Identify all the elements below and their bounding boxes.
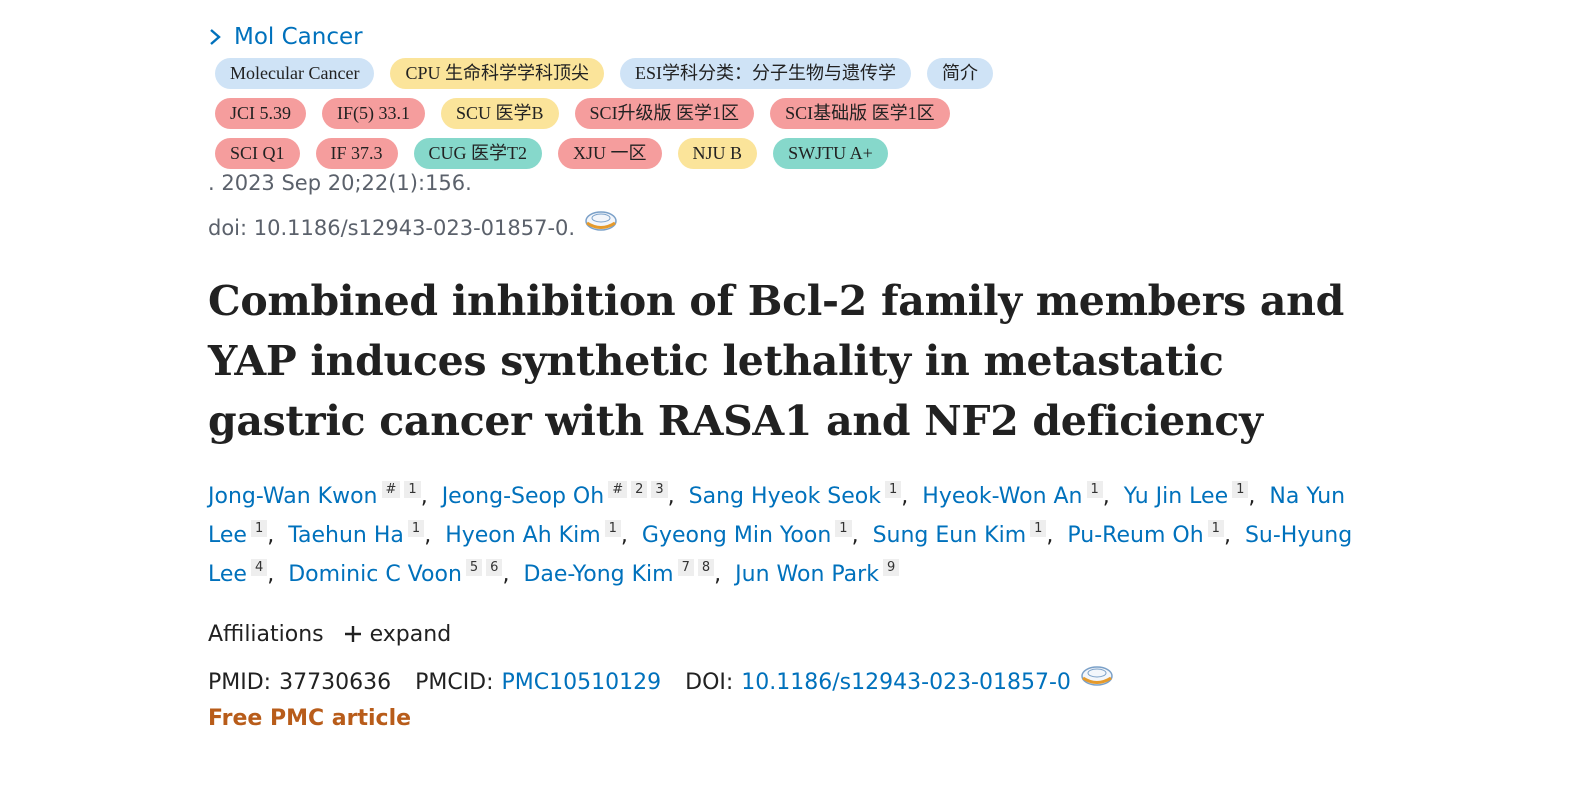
chevron-icon [210, 29, 221, 45]
author-link[interactable]: Gyeong Min Yoon [641, 523, 832, 548]
doi-text: doi: 10.1186/s12943-023-01857-0. [208, 216, 576, 240]
doi-row: doi: 10.1186/s12943-023-01857-0. [208, 211, 1408, 243]
separator: , [1102, 484, 1110, 509]
cite-icon[interactable] [583, 208, 619, 234]
affiliation-ref[interactable]: 4 [250, 559, 268, 576]
separator: , [267, 562, 275, 587]
affiliation-ref[interactable]: 9 [882, 559, 900, 576]
author-link[interactable]: Su-Hyung Lee [208, 523, 1353, 587]
affiliation-ref[interactable]: 1 [835, 520, 852, 537]
author-link[interactable]: Hyeok-Won An [922, 484, 1083, 509]
separator: , [420, 484, 428, 509]
badge[interactable]: CUG 医学T2 [413, 138, 543, 169]
free-article-label: Free PMC article [208, 706, 412, 731]
badge[interactable]: JCI 5.39 [215, 98, 307, 129]
badge-row: JCI 5.39 IF(5) 33.1 SCU 医学B SCI升级版 医学1区 SCI基… [215, 98, 1408, 129]
affiliation-ref[interactable]: # [381, 481, 401, 498]
badge[interactable]: SCI基础版 医学1区 [770, 98, 950, 129]
citation: . 2023 Sep 20;22(1):156. [208, 171, 472, 195]
affiliation-ref[interactable]: 1 [404, 481, 421, 498]
affiliation-ref[interactable]: 1 [1232, 481, 1249, 498]
author-link[interactable]: Pu-Reum Oh [1067, 523, 1204, 548]
author-link[interactable]: Yu Jin Lee [1123, 484, 1229, 509]
separator: , [667, 484, 675, 509]
affiliation-ref[interactable]: 1 [407, 520, 425, 537]
badge[interactable]: SCU 医学B [441, 98, 559, 129]
affiliation-ref[interactable]: 3 [651, 481, 668, 498]
badge[interactable]: IF(5) 33.1 [322, 98, 426, 129]
separator: , [1248, 484, 1256, 509]
cite-icon[interactable] [1079, 663, 1115, 689]
separator: , [1223, 523, 1231, 548]
author-link[interactable]: Jun Won Park [735, 562, 879, 587]
affiliation-ref[interactable]: 1 [250, 520, 268, 537]
affiliation-ref[interactable]: 5 [465, 559, 483, 576]
expand-button[interactable]: expand [369, 621, 452, 647]
badge[interactable]: Molecular Cancer [215, 58, 375, 89]
separator: , [901, 484, 909, 509]
separator: , [267, 523, 275, 548]
affiliation-ref[interactable]: 8 [697, 559, 715, 576]
author-link[interactable]: Dominic C Voon [288, 562, 462, 587]
doi-label: DOI: [685, 669, 734, 695]
author-link[interactable]: Dae-Yong Kim [523, 562, 674, 587]
author-list: Jong-Wan Kwon #1, Jeong-Seop Oh #2 3, Sang … [208, 477, 1378, 594]
affiliation-ref[interactable]: 1 [885, 481, 902, 498]
separator: , [851, 523, 859, 548]
pmcid-label: PMCID: [415, 669, 494, 695]
affiliation-ref[interactable]: 7 [677, 559, 694, 576]
separator: , [502, 562, 510, 587]
affiliation-ref[interactable]: 1 [1030, 520, 1047, 537]
pmcid-link[interactable]: PMC10510129 [501, 669, 662, 695]
plus-icon[interactable] [344, 625, 362, 643]
affiliation-ref[interactable]: 1 [1207, 520, 1224, 537]
affiliations-row: Affiliations expand [208, 614, 1408, 654]
badge[interactable]: NJU B [677, 138, 758, 169]
badge[interactable]: IF 37.3 [315, 138, 398, 169]
journal-row: Mol Cancer [208, 20, 1408, 54]
article-header: Mol Cancer Molecular Cancer CPU 生命科学学科顶尖 E… [208, 20, 1408, 731]
author-link[interactable]: Taehun Ha [288, 523, 404, 548]
author-link[interactable]: Sang Hyeok Seok [688, 484, 882, 509]
badge[interactable]: SWJTU A+ [773, 138, 888, 169]
separator: , [620, 523, 628, 548]
affiliation-ref[interactable]: 1 [604, 520, 621, 537]
article-title: Combined inhibition of Bcl-2 family memb… [208, 277, 1345, 445]
author-link[interactable]: Jong-Wan Kwon [208, 484, 378, 509]
badges: Molecular Cancer CPU 生命科学学科顶尖 ESI学科分类：分子生物… [208, 58, 1408, 169]
pmid-label: PMID: [208, 669, 272, 695]
affiliation-ref[interactable]: 6 [486, 559, 503, 576]
badge[interactable]: 简介 [926, 58, 993, 89]
pmid: 37730636 [279, 669, 392, 695]
separator: , [714, 562, 722, 587]
separator: , [424, 523, 432, 548]
doi-link[interactable]: 10.1186/s12943-023-01857-0 [741, 669, 1071, 695]
badge[interactable]: SCI Q1 [215, 138, 300, 169]
separator: , [1046, 523, 1054, 548]
badge[interactable]: XJU 一区 [558, 138, 662, 169]
author-link[interactable]: Jeong-Seop Oh [441, 484, 605, 509]
author-link[interactable]: Hyeon Ah Kim [445, 523, 601, 548]
badge-row: SCI Q1 IF 37.3 CUG 医学T2 XJU 一区 NJU B SWJTU A+ [215, 138, 1408, 169]
badge-row: Molecular Cancer CPU 生命科学学科顶尖 ESI学科分类：分子生物… [215, 58, 1408, 89]
affiliation-ref[interactable]: 2 [631, 481, 648, 498]
affiliations-label: Affiliations [208, 621, 324, 647]
author-link[interactable]: Na Yun Lee [208, 484, 1346, 548]
author-link[interactable]: Sung Eun Kim [872, 523, 1027, 548]
badge[interactable]: SCI升级版 医学1区 [574, 98, 755, 129]
journal-link[interactable]: Mol Cancer [234, 24, 363, 50]
affiliation-ref[interactable]: 1 [1086, 481, 1103, 498]
affiliation-ref[interactable]: # [608, 481, 628, 498]
badge[interactable]: ESI学科分类：分子生物与遗传学 [619, 58, 911, 89]
badge[interactable]: CPU 生命科学学科顶尖 [390, 58, 604, 89]
ids-row: PMID: 37730636 PMCID: PMC10510129 DOI: 1… [208, 662, 1408, 702]
